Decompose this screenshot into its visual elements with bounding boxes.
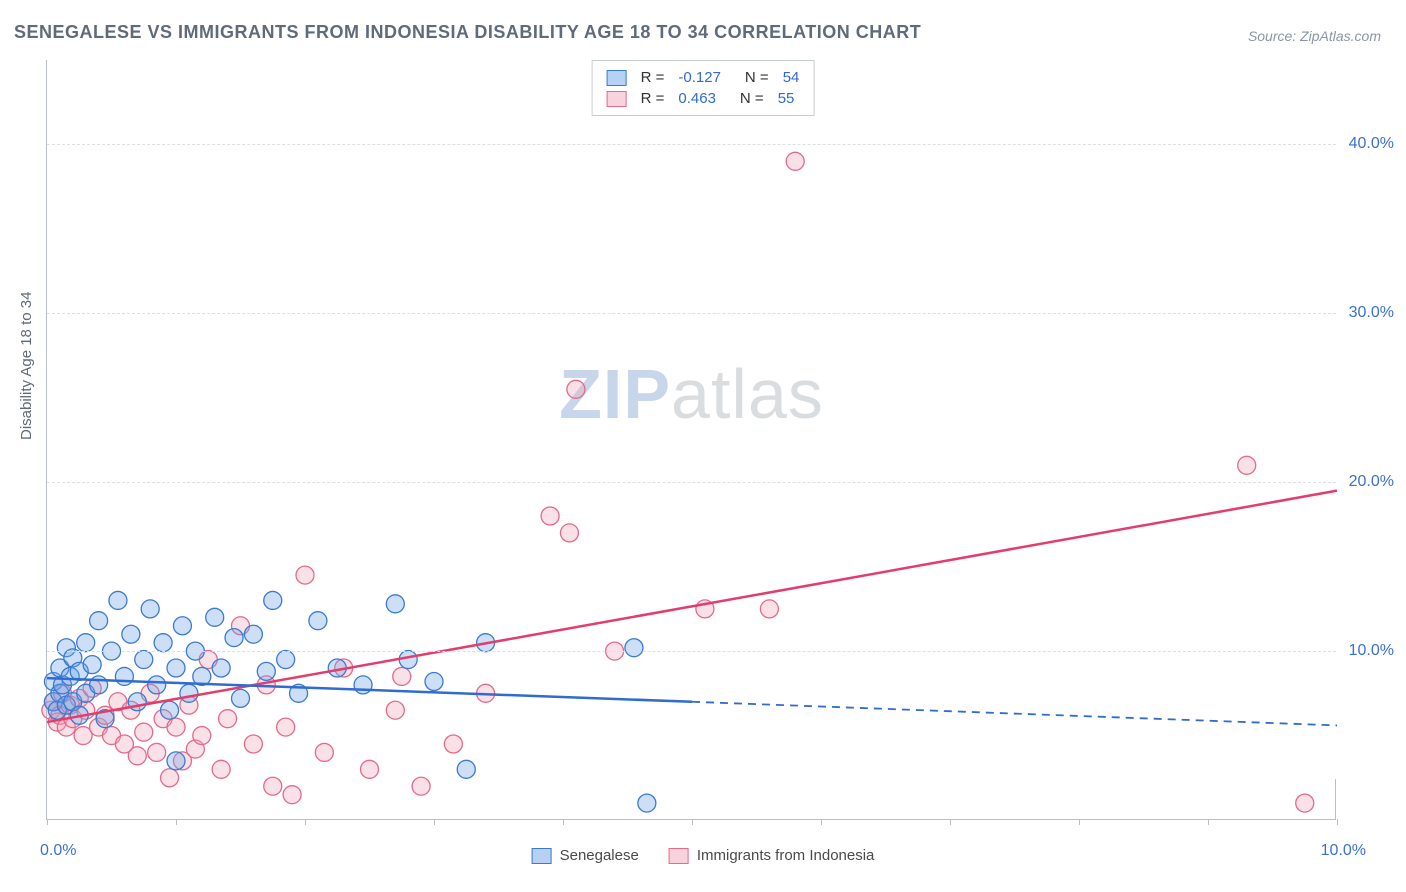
x-minor-tick	[1208, 819, 1209, 825]
x-minor-tick	[950, 819, 951, 825]
x-minor-tick	[1079, 819, 1080, 825]
y-tick-label: 40.0%	[1349, 135, 1394, 153]
y-axis-label: Disability Age 18 to 34	[18, 292, 35, 440]
legend-item-a: Senegalese	[532, 847, 639, 864]
legend-row-b: R = 0.463 N = 55	[607, 88, 800, 109]
swatch-a-icon	[607, 70, 627, 86]
legend-label-a: Senegalese	[560, 847, 639, 864]
x-minor-tick	[692, 819, 693, 825]
x-minor-tick	[434, 819, 435, 825]
chart-container: SENEGALESE VS IMMIGRANTS FROM INDONESIA …	[0, 0, 1406, 892]
swatch-b-icon	[607, 91, 627, 107]
legend-correlation: R = -0.127 N = 54 R = 0.463 N = 55	[592, 60, 815, 116]
legend-row-a: R = -0.127 N = 54	[607, 67, 800, 88]
swatch-a-bottom-icon	[532, 848, 552, 864]
chart-svg	[47, 60, 1336, 819]
x-minor-tick	[176, 819, 177, 825]
x-tick-min: 0.0%	[40, 842, 76, 860]
r-label-b: R =	[641, 90, 665, 107]
n-label-a: N =	[745, 69, 769, 86]
gridline-h	[47, 313, 1336, 314]
gridline-h	[47, 144, 1336, 145]
chart-title: SENEGALESE VS IMMIGRANTS FROM INDONESIA …	[14, 22, 921, 43]
source-label: Source: ZipAtlas.com	[1248, 28, 1381, 44]
y-tick-label: 20.0%	[1349, 473, 1394, 491]
legend-item-b: Immigrants from Indonesia	[669, 847, 875, 864]
x-minor-tick	[47, 819, 48, 825]
legend-series: Senegalese Immigrants from Indonesia	[532, 847, 875, 864]
plot-area: ZIPatlas	[46, 60, 1336, 820]
x-minor-tick	[1337, 819, 1338, 825]
r-label-a: R =	[641, 69, 665, 86]
gridline-h	[47, 482, 1336, 483]
gridline-h	[47, 651, 1336, 652]
r-value-b: 0.463	[678, 90, 716, 107]
y-tick-label: 30.0%	[1349, 304, 1394, 322]
x-tick-max: 10.0%	[1321, 842, 1366, 860]
n-value-b: 55	[778, 90, 795, 107]
swatch-b-bottom-icon	[669, 848, 689, 864]
x-minor-tick	[563, 819, 564, 825]
n-value-a: 54	[783, 69, 800, 86]
axis-right-stub	[1335, 779, 1336, 819]
legend-label-b: Immigrants from Indonesia	[697, 847, 875, 864]
n-label-b: N =	[740, 90, 764, 107]
r-value-a: -0.127	[678, 69, 721, 86]
x-minor-tick	[305, 819, 306, 825]
x-minor-tick	[821, 819, 822, 825]
y-tick-label: 10.0%	[1349, 642, 1394, 660]
